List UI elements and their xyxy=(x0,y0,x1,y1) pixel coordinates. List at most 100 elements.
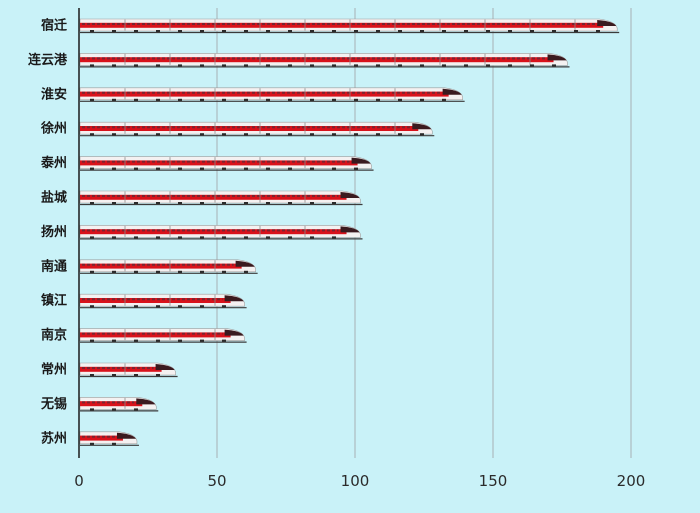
wheel xyxy=(244,30,248,33)
wheel xyxy=(134,167,138,170)
wheel xyxy=(288,133,292,136)
wheel xyxy=(178,64,182,67)
category-label: 南京 xyxy=(41,327,67,343)
wheel xyxy=(288,98,292,102)
wheel xyxy=(310,202,314,205)
train-nose xyxy=(155,364,175,370)
wheel xyxy=(90,64,94,67)
wheel xyxy=(156,64,160,67)
wheel xyxy=(200,270,204,274)
x-tick-label: 0 xyxy=(74,472,84,490)
wheel xyxy=(420,98,424,102)
wheel xyxy=(310,133,314,136)
wheel xyxy=(376,98,380,102)
wheel xyxy=(90,30,94,33)
wheel xyxy=(244,64,248,67)
wheel xyxy=(332,236,336,239)
train-stripe xyxy=(80,126,419,131)
category-label: 宿迁 xyxy=(41,18,67,34)
wheel xyxy=(112,305,116,308)
wheel xyxy=(354,64,358,67)
bars xyxy=(79,18,620,446)
wheel xyxy=(90,202,94,205)
wheel xyxy=(200,98,204,102)
wheel xyxy=(134,339,138,342)
wheel xyxy=(112,30,116,33)
wheel xyxy=(200,133,204,136)
wheel xyxy=(332,30,336,33)
wheel xyxy=(310,98,314,102)
bar-淮安 xyxy=(79,87,465,102)
wheel xyxy=(332,167,336,170)
wheel xyxy=(156,270,160,274)
wheel xyxy=(442,64,446,67)
wheel xyxy=(112,236,116,239)
wheel xyxy=(156,167,160,170)
wheel xyxy=(90,374,94,377)
train-nose xyxy=(224,329,244,336)
wheel xyxy=(112,408,116,411)
category-label: 连云港 xyxy=(28,52,68,68)
wheel xyxy=(244,236,248,239)
wheel xyxy=(134,270,138,274)
wheel xyxy=(310,64,314,67)
wheel xyxy=(134,202,138,205)
train-stripe xyxy=(80,435,123,441)
wheel xyxy=(90,339,94,342)
wheel xyxy=(376,30,380,33)
wheel xyxy=(288,236,292,239)
wheel xyxy=(112,64,116,67)
bar-南通 xyxy=(79,259,258,274)
category-label: 徐州 xyxy=(40,121,67,137)
wheel xyxy=(596,30,600,33)
wheel xyxy=(222,202,226,205)
wheel xyxy=(112,374,116,377)
wheel xyxy=(134,30,138,33)
train-nose xyxy=(116,432,136,439)
train-nose xyxy=(412,123,432,130)
wheel xyxy=(178,270,182,274)
train-nose xyxy=(224,295,244,302)
category-label: 淮安 xyxy=(40,86,67,102)
train-nose xyxy=(340,192,360,198)
wheel xyxy=(134,64,138,67)
wheel xyxy=(464,30,468,33)
wheel xyxy=(156,30,160,33)
wheel xyxy=(442,30,446,33)
wheel xyxy=(266,202,270,205)
category-label: 镇江 xyxy=(41,293,67,309)
wheel xyxy=(112,167,116,170)
train-stripe xyxy=(80,160,358,166)
wheel xyxy=(134,133,138,136)
x-tick-labels: 0 50 100 150 200 xyxy=(74,472,645,490)
x-tick-label: 150 xyxy=(479,472,508,490)
wheel xyxy=(200,30,204,33)
bar-扬州 xyxy=(79,225,363,240)
wheel xyxy=(266,98,270,102)
wheel xyxy=(332,64,336,67)
wheel xyxy=(398,30,402,33)
wheel xyxy=(178,202,182,205)
wheel xyxy=(310,30,314,33)
category-label: 南通 xyxy=(41,258,67,274)
wheel xyxy=(90,98,94,102)
train-stripe xyxy=(80,298,231,303)
wheel xyxy=(134,98,138,102)
wheel xyxy=(90,442,94,446)
wheel xyxy=(222,305,226,308)
wheel xyxy=(90,236,94,239)
train-nose xyxy=(340,226,360,233)
train-stripe xyxy=(80,229,347,235)
wheel xyxy=(222,133,226,136)
wheel xyxy=(178,30,182,33)
wheel xyxy=(442,98,446,102)
wheel xyxy=(288,167,292,170)
wheel xyxy=(156,133,160,136)
wheel xyxy=(266,64,270,67)
wheel xyxy=(90,305,94,308)
wheel xyxy=(178,133,182,136)
x-tick-label: 50 xyxy=(207,472,226,490)
wheel xyxy=(244,167,248,170)
train-nose xyxy=(136,398,156,405)
